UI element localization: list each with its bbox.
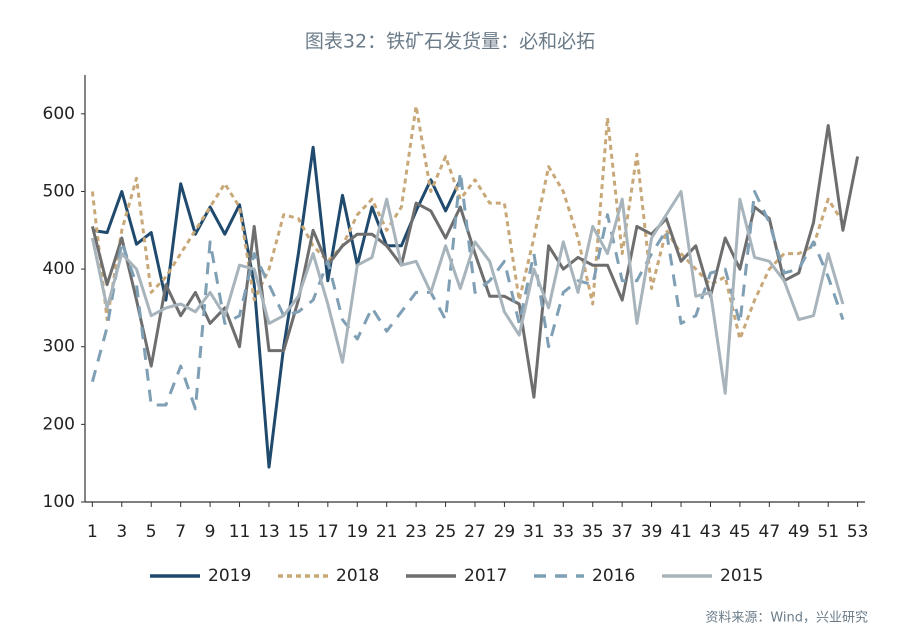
x-tick-label: 35 [582,522,604,542]
chart-title: 图表32：铁矿石发货量：必和必拓 [305,31,595,53]
legend-label: 2017 [464,566,507,586]
x-tick-label: 41 [670,522,692,542]
x-tick-label: 1 [87,522,98,542]
x-tick-label: 45 [729,522,751,542]
y-tick-label: 500 [43,181,75,201]
x-tick-label: 15 [288,522,310,542]
series-line [90,190,845,395]
legend-label: 2015 [720,566,763,586]
x-tick-label: 7 [175,522,186,542]
x-tick-label: 39 [641,522,663,542]
y-tick-label: 400 [43,259,75,279]
y-tick-label: 200 [43,414,75,434]
legend-label: 2016 [592,566,635,586]
x-tick-label: 11 [229,522,251,542]
x-tick-label: 47 [759,522,781,542]
y-tick-label: 300 [43,337,75,357]
series-line [92,145,462,469]
x-tick-label: 5 [146,522,157,542]
x-tick-label: 53 [847,522,869,542]
series-line [90,170,845,411]
legend-label: 2018 [336,566,379,586]
x-tick-label: 37 [611,522,633,542]
x-tick-label: 25 [435,522,457,542]
x-tick-label: 23 [405,522,427,542]
x-tick-label: 33 [552,522,574,542]
x-tick-label: 13 [258,522,280,542]
series-line [90,104,845,341]
series-line [90,124,860,399]
x-tick-label: 19 [346,522,368,542]
x-tick-label: 51 [817,522,839,542]
y-tick-label: 100 [43,492,75,512]
x-tick-label: 27 [464,522,486,542]
x-tick-label: 3 [116,522,127,542]
x-tick-label: 29 [494,522,516,542]
x-tick-label: 21 [376,522,398,542]
x-tick-label: 17 [317,522,339,542]
y-tick-label: 600 [43,104,75,124]
x-tick-label: 49 [788,522,810,542]
source-note: 资料来源：Wind，兴业研究 [705,611,868,626]
x-tick-label: 9 [205,522,216,542]
x-tick-label: 43 [700,522,722,542]
x-tick-label: 31 [523,522,545,542]
legend-label: 2019 [208,566,251,586]
